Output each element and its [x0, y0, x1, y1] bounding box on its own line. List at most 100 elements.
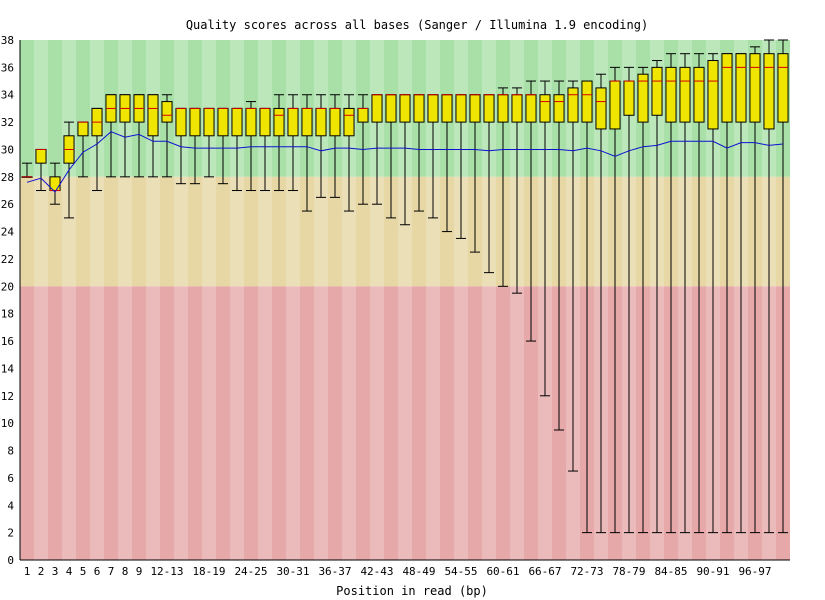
iqr-box [469, 94, 481, 123]
stripe [174, 40, 188, 560]
box-44-45 [385, 94, 397, 219]
iqr-box [343, 107, 355, 137]
iqr-box [371, 94, 383, 123]
x-tick-label: 90-91 [696, 565, 729, 578]
box-10-11 [147, 94, 159, 178]
quality-bands [20, 40, 790, 560]
x-tick-label: 42-43 [360, 565, 393, 578]
iqr-box [651, 66, 663, 116]
axes [19, 40, 790, 561]
x-axis-label: Position in read (bp) [336, 584, 488, 598]
x-tick-label: 3 [52, 565, 59, 578]
x-tick-label: 7 [108, 565, 115, 578]
box-80-81 [637, 66, 649, 534]
box-72-73 [581, 80, 593, 534]
stripe [398, 40, 412, 560]
iqr-box [245, 107, 257, 137]
iqr-box [203, 107, 215, 137]
box-76-77 [609, 66, 621, 534]
y-tick-label: 10 [1, 417, 14, 430]
y-tick-label: 18 [1, 308, 14, 321]
box-70-71 [567, 80, 579, 472]
y-tick-label: 32 [1, 116, 14, 129]
x-tick-label: 6 [94, 565, 101, 578]
iqr-box [385, 94, 397, 123]
box-24-25 [245, 101, 257, 192]
x-tick-label: 66-67 [528, 565, 561, 578]
x-tick-label: 18-19 [192, 565, 225, 578]
iqr-box [539, 94, 551, 123]
box-64-65 [525, 80, 537, 342]
stripe [426, 40, 440, 560]
x-tick-label: 8 [122, 565, 129, 578]
x-tick-label: 24-25 [234, 565, 267, 578]
box-62-63 [511, 87, 523, 294]
y-tick-label: 8 [7, 445, 14, 458]
box-26-27 [259, 107, 271, 192]
iqr-box [35, 148, 47, 164]
y-tick-label: 2 [7, 527, 14, 540]
x-tick-label: 30-31 [276, 565, 309, 578]
stripe [258, 40, 272, 560]
x-tick-label: 9 [136, 565, 143, 578]
iqr-box [763, 53, 775, 130]
x-tick-label: 2 [38, 565, 45, 578]
band-poor [20, 286, 790, 560]
x-tick-label: 78-79 [612, 565, 645, 578]
box-6 [91, 107, 103, 192]
iqr-box [287, 107, 299, 137]
iqr-box [357, 107, 369, 123]
x-tick-label: 60-61 [486, 565, 519, 578]
box-34-35 [315, 94, 327, 198]
iqr-box [77, 121, 89, 137]
x-tick-label: 36-37 [318, 565, 351, 578]
box-32-33 [301, 94, 313, 212]
iqr-box [553, 94, 565, 123]
box-series [21, 39, 789, 534]
chart-title: Quality scores across all bases (Sanger … [186, 18, 648, 32]
box-16-17 [189, 107, 201, 185]
iqr-box [595, 87, 607, 130]
x-tick-label: 48-49 [402, 565, 435, 578]
iqr-box [609, 80, 621, 130]
stripe [62, 40, 76, 560]
iqr-box [147, 94, 159, 137]
box-46-47 [399, 94, 411, 226]
box-98-99 [763, 39, 775, 534]
stripe [90, 40, 104, 560]
box-50-51 [427, 94, 439, 219]
box-56-57 [469, 94, 481, 253]
stripe [202, 40, 216, 560]
stripe [510, 40, 524, 560]
y-tick-label: 0 [7, 554, 14, 567]
box-20-21 [217, 107, 229, 185]
stripe [370, 40, 384, 560]
y-tick-label: 34 [1, 89, 15, 102]
x-tick-labels: 1 2 3 4 5 6 7 8 9 12-13 18-19 24-25 30-31 36-37 42-43 4… [24, 565, 772, 578]
y-tick-label: 26 [1, 198, 14, 211]
iqr-box [749, 53, 761, 123]
iqr-box [707, 60, 719, 130]
x-tick-label: 1 [24, 565, 31, 578]
box-9 [133, 94, 145, 178]
box-48-49 [413, 94, 425, 212]
stripe [230, 40, 244, 560]
iqr-box [777, 53, 789, 123]
iqr-box [413, 94, 425, 123]
stripe [34, 40, 48, 560]
x-tick-label: 72-73 [570, 565, 603, 578]
y-tick-label: 6 [7, 472, 14, 485]
box-68-69 [553, 80, 565, 431]
box-88-89 [693, 53, 705, 534]
iqr-box [231, 107, 243, 137]
box-1 [21, 162, 33, 178]
box-84-85 [665, 53, 677, 534]
stripe [118, 40, 132, 560]
stripe [454, 40, 468, 560]
box-14-15 [175, 107, 187, 185]
iqr-box [483, 94, 495, 123]
iqr-box [511, 94, 523, 123]
box-42-43 [371, 94, 383, 205]
